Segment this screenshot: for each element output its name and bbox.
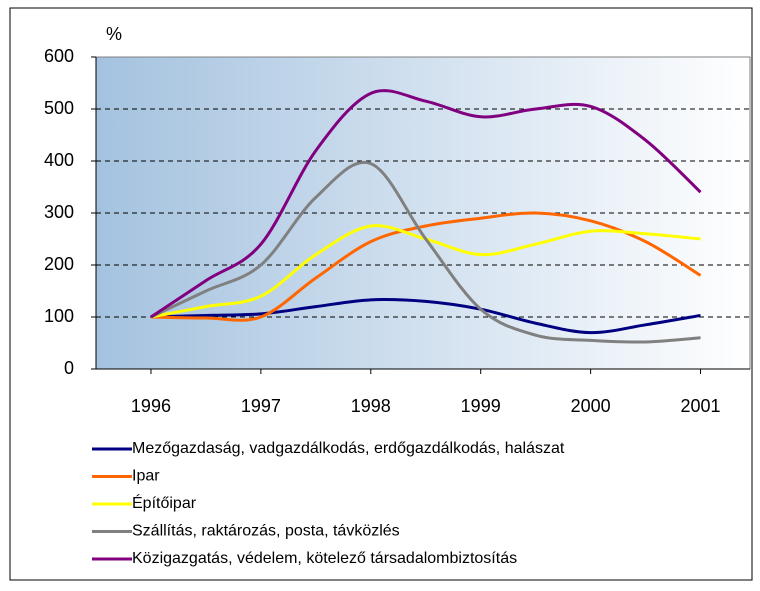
series-line [150, 160, 701, 344]
y-tick-label: 100 [44, 306, 74, 326]
legend-label: Mezőgazdaság, vadgazdálkodás, erdőgazdál… [132, 440, 565, 457]
y-tick-label: 600 [44, 46, 74, 66]
x-tick-label: 1996 [131, 396, 171, 416]
series-line [150, 297, 701, 335]
legend-label: Építőipar [132, 493, 197, 512]
x-tick-label: 2000 [571, 396, 611, 416]
y-axis-label: % [106, 24, 122, 44]
y-tick-label: 200 [44, 254, 74, 274]
y-tick-label: 0 [64, 358, 74, 378]
y-tick-label: 400 [44, 150, 74, 170]
y-tick-label: 300 [44, 202, 74, 222]
x-tick-label: 1998 [351, 396, 391, 416]
legend-label: Ipar [132, 468, 160, 485]
x-tick-label: 1997 [241, 396, 281, 416]
series-line [150, 89, 702, 319]
legend-label: Szállítás, raktározás, posta, távközlés [132, 523, 400, 540]
x-tick-label: 2001 [681, 396, 721, 416]
x-tick-label: 1999 [461, 396, 501, 416]
legend-label: Közigazgatás, védelem, kötelező társadal… [132, 550, 517, 567]
y-tick-label: 500 [44, 98, 74, 118]
series-line [150, 211, 702, 322]
